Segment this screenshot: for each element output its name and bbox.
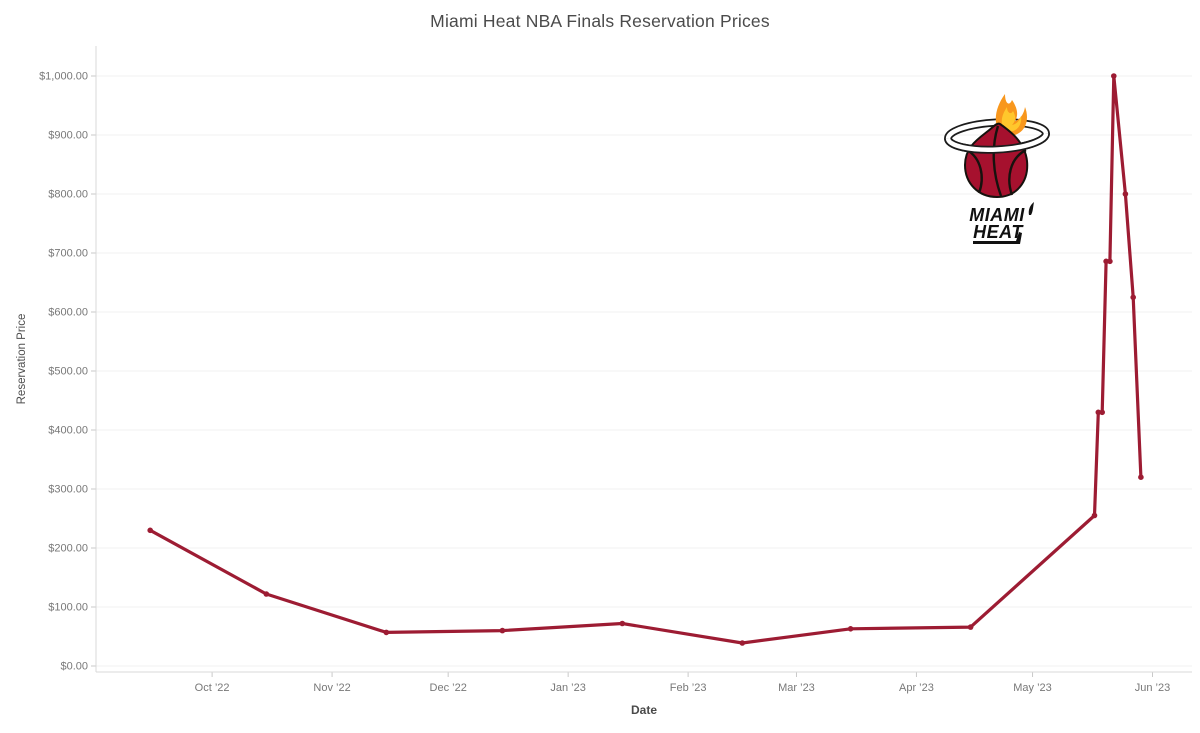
miami-heat-logo: MIAMI HEAT <box>944 94 1050 244</box>
y-tick-label: $400.00 <box>48 425 88 437</box>
data-point-marker <box>1111 73 1117 79</box>
data-point-marker <box>739 640 746 646</box>
x-tick-label: May ’23 <box>1013 682 1052 694</box>
x-tick-label: Oct ’22 <box>195 682 230 694</box>
y-tick-label: $700.00 <box>48 248 88 260</box>
data-point-marker <box>1091 512 1098 519</box>
y-tick-label: $500.00 <box>48 366 88 378</box>
x-tick-label: Dec ’22 <box>430 682 467 694</box>
y-tick-label: $600.00 <box>48 307 88 319</box>
basketball-icon <box>963 122 1029 199</box>
logo-underline-swoosh-icon <box>973 232 1022 244</box>
x-tick-label: Mar ’23 <box>778 682 815 694</box>
y-tick-label: $0.00 <box>60 661 88 673</box>
x-tick-label: Jan ’23 <box>550 682 585 694</box>
data-point-marker <box>147 527 153 534</box>
y-tick-label: $200.00 <box>48 543 88 555</box>
y-tick-label: $900.00 <box>48 130 88 142</box>
data-point-marker <box>1138 474 1144 481</box>
data-point-marker <box>847 626 854 632</box>
data-point-marker <box>1122 191 1129 197</box>
y-tick-label: $1,000.00 <box>39 71 88 83</box>
data-point-marker <box>1107 258 1113 265</box>
data-point-marker <box>1130 294 1136 301</box>
data-point-marker <box>967 624 974 630</box>
data-point-marker <box>499 627 506 634</box>
data-point-marker <box>383 629 390 636</box>
x-tick-label: Feb ’23 <box>670 682 707 694</box>
chart-title: Miami Heat NBA Finals Reservation Prices <box>430 11 770 31</box>
data-point-marker <box>619 620 626 627</box>
logo-text-miami: MIAMI <box>969 205 1025 225</box>
data-point-marker <box>263 591 270 597</box>
y-tick-label: $100.00 <box>48 602 88 614</box>
logo-flame-apostrophe-icon <box>1028 202 1034 215</box>
x-tick-label: Nov ’22 <box>313 682 350 694</box>
y-tick-label: $800.00 <box>48 189 88 201</box>
data-point-marker <box>1095 409 1102 416</box>
data-point-marker <box>1099 409 1105 416</box>
y-tick-label: $300.00 <box>48 484 88 496</box>
x-tick-label: Jun ’23 <box>1135 682 1170 694</box>
logo-text-heat: HEAT <box>973 222 1024 242</box>
x-tick-label: Apr ’23 <box>899 682 934 694</box>
hoop-front-arc-icon <box>944 132 1050 154</box>
x-axis-title: Date <box>630 703 657 717</box>
